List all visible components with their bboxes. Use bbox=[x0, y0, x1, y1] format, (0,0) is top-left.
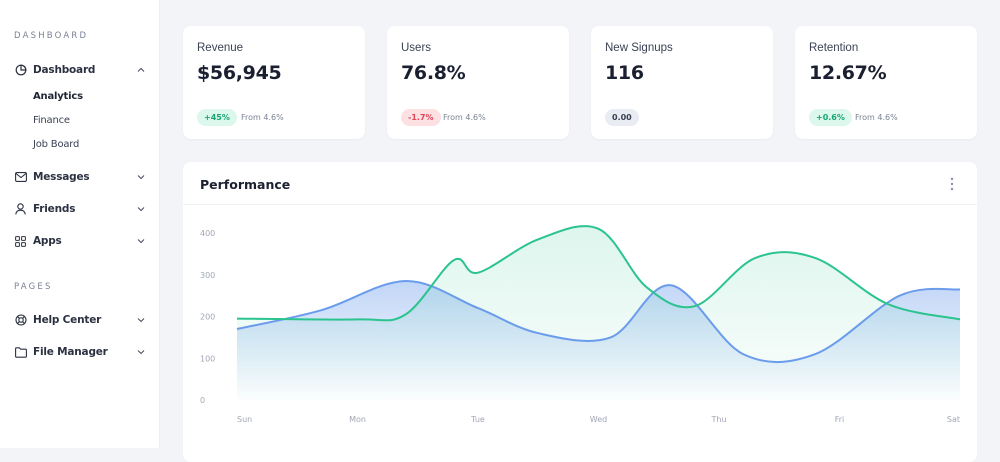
card-value: $56,945 bbox=[197, 62, 282, 84]
card-value: 76.8% bbox=[401, 62, 466, 84]
sidebar-subitem-job-board[interactable]: Job Board bbox=[33, 139, 80, 150]
chevron-down-icon bbox=[137, 175, 145, 180]
change-badge: +45% bbox=[197, 109, 237, 126]
x-tick-label: Tue bbox=[470, 415, 485, 424]
sidebar-item-label: Apps bbox=[33, 235, 62, 247]
sidebar-item-label: File Manager bbox=[33, 346, 108, 358]
x-tick-label: Thu bbox=[710, 415, 726, 424]
x-tick-label: Mon bbox=[349, 415, 366, 424]
performance-chart: 0 100 200 300 400 Sun Mon Tue Wed Thu Fri Sat bbox=[200, 225, 961, 424]
chevron-down-icon bbox=[137, 318, 145, 323]
card-title: Users bbox=[401, 42, 432, 54]
performance-card: Performance 0 100 200 300 400 Sun Mon Tue Wed Thu… bbox=[183, 162, 977, 462]
y-tick-label: 0 bbox=[200, 396, 205, 405]
chevron-down-icon bbox=[137, 207, 145, 212]
sidebar-item-file-manager[interactable]: File Manager bbox=[14, 342, 150, 362]
change-badge: 0.00 bbox=[605, 109, 639, 126]
chevron-up-icon bbox=[137, 67, 145, 72]
series-blue-line bbox=[236, 279, 961, 364]
sidebar-item-label: Friends bbox=[33, 203, 76, 215]
more-vertical-icon[interactable] bbox=[945, 176, 959, 192]
chevron-down-icon bbox=[137, 350, 145, 355]
sidebar-item-label: Help Center bbox=[33, 314, 102, 326]
change-from-text: From 4.6% bbox=[443, 113, 486, 122]
sidebar-item-messages[interactable]: Messages bbox=[14, 167, 150, 187]
card-title: New Signups bbox=[605, 42, 673, 54]
change-from-text: From 4.6% bbox=[241, 113, 284, 122]
x-tick-label: Fri bbox=[835, 415, 845, 424]
sidebar: DASHBOARD Dashboard Analytics Finance Jo… bbox=[0, 0, 160, 448]
sidebar-item-help-center[interactable]: Help Center bbox=[14, 310, 150, 330]
card-value: 12.67% bbox=[809, 62, 887, 84]
user-icon bbox=[14, 203, 27, 216]
stat-card-retention: Retention 12.67% +0.6% From 4.6% bbox=[795, 26, 977, 139]
y-tick-label: 200 bbox=[200, 313, 215, 322]
x-tick-label: Wed bbox=[590, 415, 607, 424]
sidebar-subitem-analytics[interactable]: Analytics bbox=[33, 91, 83, 102]
dashboard-icon bbox=[14, 64, 27, 77]
stat-card-new-signups: New Signups 116 0.00 bbox=[591, 26, 773, 139]
performance-title: Performance bbox=[200, 177, 291, 192]
card-title: Revenue bbox=[197, 42, 244, 54]
x-tick-label: Sat bbox=[947, 415, 960, 424]
card-value: 116 bbox=[605, 62, 644, 84]
series-green-area bbox=[237, 226, 960, 400]
y-tick-label: 100 bbox=[200, 354, 215, 363]
x-tick-label: Sun bbox=[237, 415, 252, 424]
folder-icon bbox=[14, 346, 27, 359]
stat-card-users: Users 76.8% -1.7% From 4.6% bbox=[387, 26, 569, 139]
section-label-dashboard: DASHBOARD bbox=[14, 31, 89, 41]
divider bbox=[183, 204, 977, 205]
envelope-icon bbox=[14, 171, 27, 184]
change-from-text: From 4.6% bbox=[855, 113, 898, 122]
y-tick-label: 300 bbox=[200, 271, 215, 280]
sidebar-item-dashboard[interactable]: Dashboard bbox=[14, 60, 150, 80]
grid-icon bbox=[14, 235, 27, 248]
stat-card-revenue: Revenue $56,945 +45% From 4.6% bbox=[183, 26, 365, 139]
series-green-line bbox=[236, 225, 961, 322]
change-badge: +0.6% bbox=[809, 109, 852, 126]
sidebar-item-apps[interactable]: Apps bbox=[14, 231, 150, 251]
sidebar-subitem-finance[interactable]: Finance bbox=[33, 115, 70, 126]
sidebar-item-friends[interactable]: Friends bbox=[14, 199, 150, 219]
section-label-pages: PAGES bbox=[14, 282, 53, 292]
chevron-down-icon bbox=[137, 239, 145, 244]
sidebar-item-label: Dashboard bbox=[33, 64, 96, 76]
card-title: Retention bbox=[809, 42, 859, 54]
y-tick-label: 400 bbox=[200, 229, 215, 238]
sidebar-item-label: Messages bbox=[33, 171, 90, 183]
lifebuoy-icon bbox=[14, 314, 27, 327]
change-badge: -1.7% bbox=[401, 109, 441, 126]
